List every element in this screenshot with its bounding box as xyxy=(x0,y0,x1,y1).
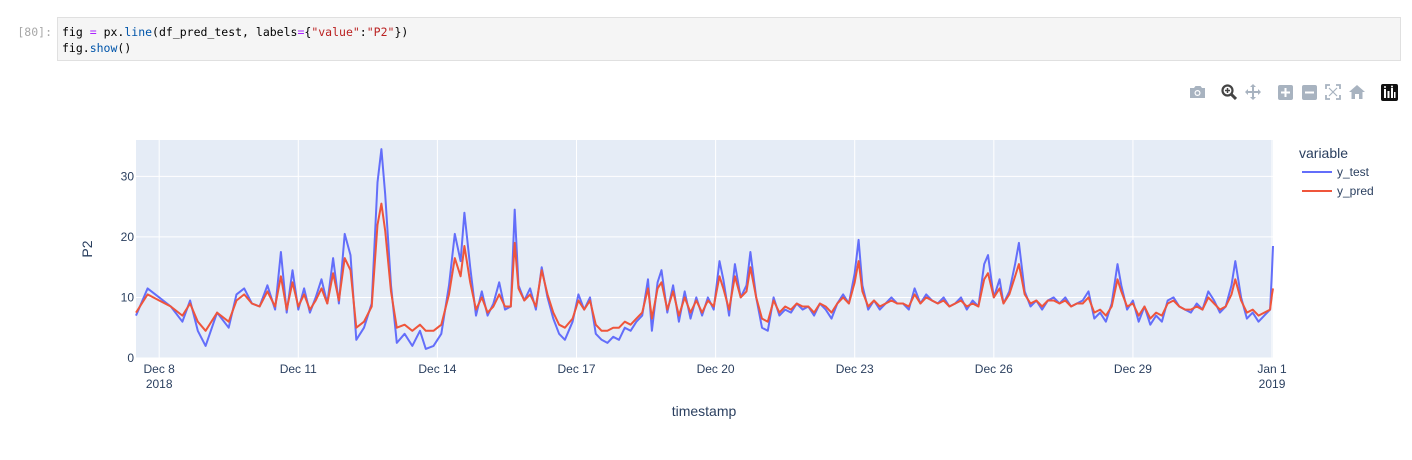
y-tick-label: 20 xyxy=(121,230,135,244)
plot-area[interactable] xyxy=(136,140,1273,358)
camera-icon[interactable] xyxy=(1187,82,1207,102)
legend-item-y_test[interactable]: y_test xyxy=(1302,165,1370,179)
x-tick-sublabel: 2018 xyxy=(146,377,173,391)
code-token: show xyxy=(89,41,118,55)
x-tick-label: Dec 8 xyxy=(144,362,176,376)
autoscale-icon[interactable] xyxy=(1323,82,1343,102)
x-tick-label: Dec 17 xyxy=(557,362,595,376)
series-line-y_pred xyxy=(135,202,1274,332)
code-token: { xyxy=(304,25,312,39)
zoom-icon[interactable] xyxy=(1219,82,1239,102)
y-tick-label: 10 xyxy=(121,290,135,304)
x-tick-label: Dec 29 xyxy=(1114,362,1152,376)
x-tick-label: Dec 26 xyxy=(975,362,1013,376)
code-token: fig xyxy=(62,25,90,39)
code-token: line xyxy=(124,25,153,39)
code-token: : xyxy=(359,25,367,39)
y-axis-title: P2 xyxy=(79,240,95,257)
legend-title: variable xyxy=(1299,145,1348,161)
x-axis-title: timestamp xyxy=(672,403,737,419)
code-token: fig. xyxy=(62,41,90,55)
pan-icon[interactable] xyxy=(1243,82,1263,102)
code-token: "P2" xyxy=(366,25,395,39)
code-token: }) xyxy=(394,25,409,39)
zoom-out-icon[interactable] xyxy=(1299,82,1319,102)
legend-label: y_pred xyxy=(1337,184,1374,198)
plotly-logo-icon[interactable] xyxy=(1379,82,1399,102)
code-token: (df_pred_test, labels xyxy=(152,25,298,39)
x-tick-label: Jan 1 xyxy=(1257,362,1287,376)
legend-label: y_test xyxy=(1337,165,1370,179)
code-line-2: fig.show() xyxy=(62,41,131,55)
x-tick-label: Dec 20 xyxy=(697,362,735,376)
legend: variable y_test y_pred xyxy=(1299,145,1374,198)
cell-prompt: [80]: xyxy=(17,25,52,39)
code-token: = xyxy=(297,25,305,39)
code-token: () xyxy=(117,41,132,55)
reset-axes-icon[interactable] xyxy=(1347,82,1367,102)
y-tick-label: 30 xyxy=(121,169,135,183)
series-line-y_test xyxy=(135,148,1274,350)
code-token: px. xyxy=(96,25,125,39)
code-line-1: fig = px.line(df_pred_test, labels={"val… xyxy=(62,25,408,39)
code-cell-input[interactable]: fig = px.line(df_pred_test, labels={"val… xyxy=(57,17,1401,61)
legend-item-y_pred[interactable]: y_pred xyxy=(1302,184,1374,198)
x-tick-label: Dec 14 xyxy=(418,362,456,376)
x-tick-label: Dec 23 xyxy=(836,362,874,376)
plot-background[interactable] xyxy=(136,140,1273,358)
code-token: "value" xyxy=(311,25,360,39)
zoom-in-icon[interactable] xyxy=(1275,82,1295,102)
code-token: = xyxy=(89,25,97,39)
x-tick-label: Dec 11 xyxy=(280,362,317,376)
y-tick-label: 0 xyxy=(127,351,134,365)
y-axis-ticks: 0 10 20 30 xyxy=(121,169,135,365)
series-layer xyxy=(135,148,1274,350)
x-tick-sublabel: 2019 xyxy=(1259,377,1286,391)
